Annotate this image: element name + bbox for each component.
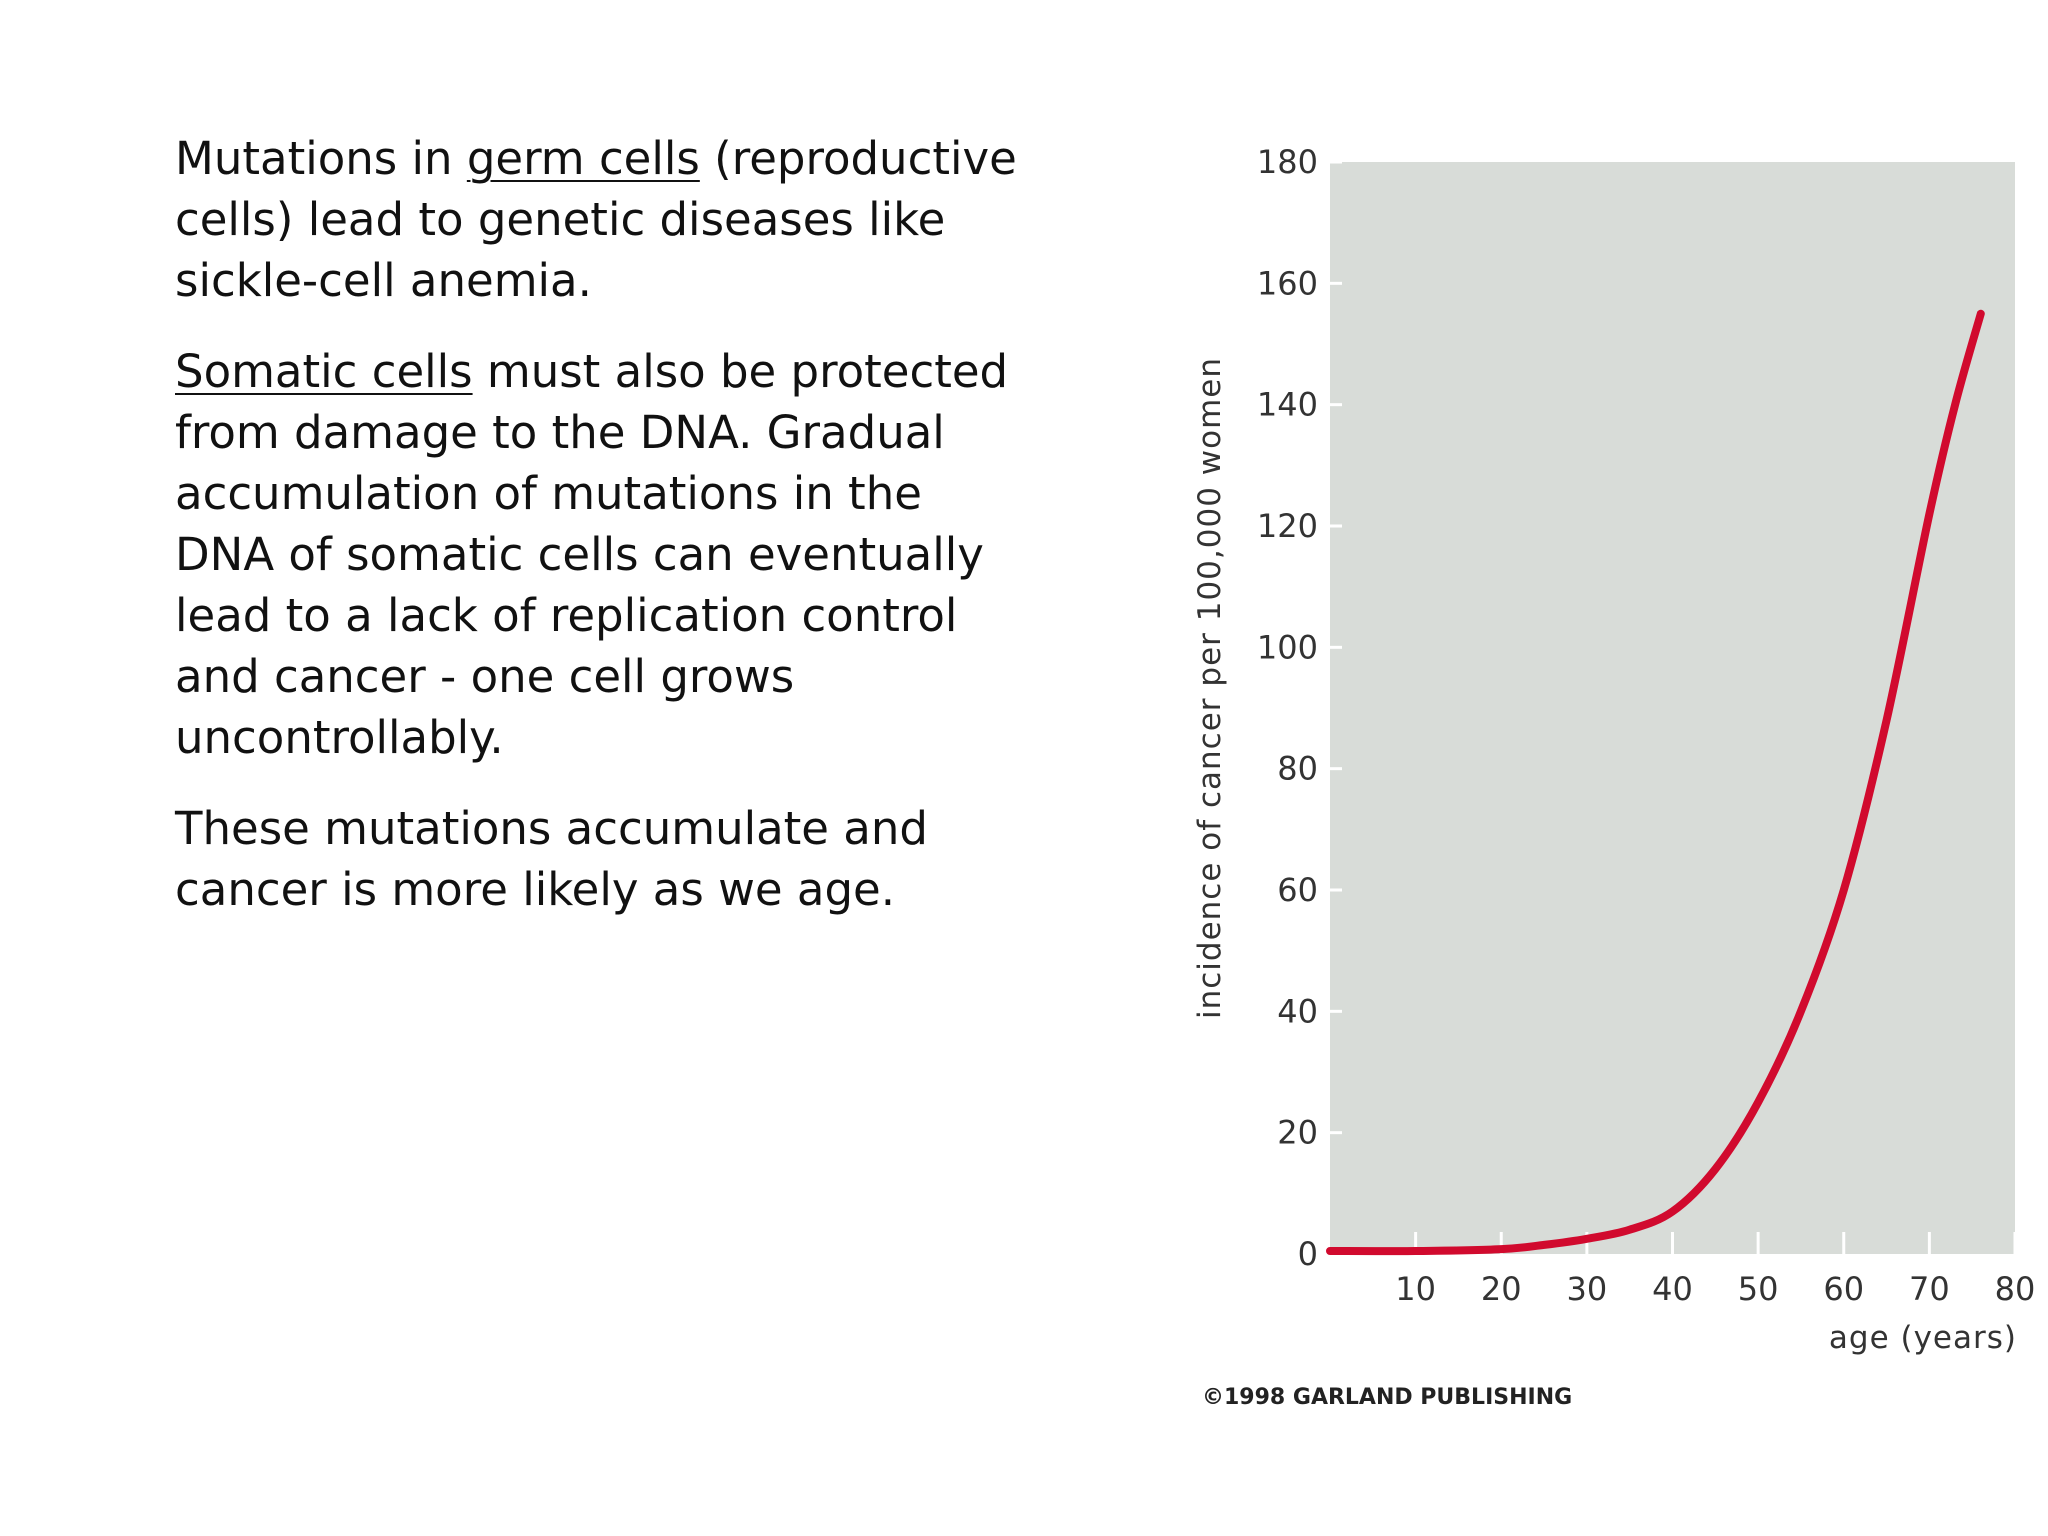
y-tick-label: 40: [1277, 992, 1318, 1030]
y-tick-label: 160: [1257, 264, 1318, 302]
cancer-incidence-chart: 0 20 40 60 80 100 120 140 160 180 10 20 30 40 50 60 70 8…: [1192, 143, 2035, 1410]
y-tick-label: 100: [1257, 628, 1318, 666]
x-axis-title: age (years): [1829, 1320, 2017, 1356]
y-tick-label: 0: [1298, 1235, 1318, 1273]
x-tick-label: 60: [1823, 1270, 1864, 1308]
paragraph-1-lead: Mutations in: [175, 132, 467, 185]
y-tick-label: 60: [1277, 871, 1318, 909]
x-tick-label: 30: [1567, 1270, 1608, 1308]
x-tick-label: 10: [1395, 1270, 1436, 1308]
x-tick-label: 40: [1652, 1270, 1693, 1308]
slide-text: Mutations in germ cells (reproductive ce…: [175, 128, 1035, 950]
y-tick-label: 120: [1257, 507, 1318, 545]
plot-background: [1330, 162, 2015, 1254]
somatic-cells-term: Somatic cells: [175, 345, 473, 398]
germ-cells-term: germ cells: [466, 132, 700, 185]
x-tick-label: 70: [1909, 1270, 1950, 1308]
y-tick-label: 140: [1257, 386, 1318, 424]
y-axis: 0 20 40 60 80 100 120 140 160 180: [1257, 143, 1342, 1273]
x-tick-label: 80: [1995, 1270, 2036, 1308]
x-axis: 10 20 30 40 50 60 70 80: [1395, 1232, 2035, 1308]
incidence-curve: [1326, 309, 1985, 1256]
x-tick-label: 50: [1738, 1270, 1779, 1308]
x-tick-label: 20: [1481, 1270, 1522, 1308]
y-tick-label: 180: [1257, 143, 1318, 181]
paragraph-aging: These mutations accumulate and cancer is…: [175, 802, 928, 916]
copyright-credit: ©1998 GARLAND PUBLISHING: [1202, 1385, 1572, 1410]
y-tick-label: 20: [1277, 1114, 1318, 1152]
paragraph-1-rest: (reproductive cells) lead to genetic dis…: [175, 132, 1017, 307]
paragraph-2-rest: must also be protected from damage to th…: [175, 345, 1009, 764]
paragraph-germ-cells: Mutations in germ cells (reproductive ce…: [175, 128, 1035, 311]
y-axis-title: incidence of cancer per 100,000 women: [1192, 357, 1228, 1019]
paragraph-somatic-cells: Somatic cells must also be protected fro…: [175, 341, 1035, 768]
y-tick-label: 80: [1277, 750, 1318, 788]
